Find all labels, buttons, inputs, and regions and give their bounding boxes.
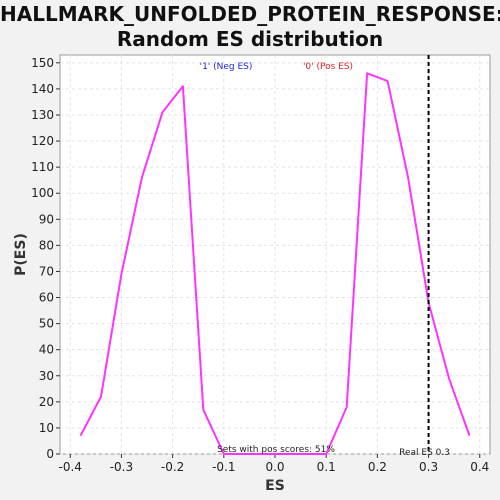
y-tick-label: 130: [31, 108, 54, 122]
x-tick-label: 0.2: [368, 460, 387, 474]
chart-title-line1: HALLMARK_UNFOLDED_PROTEIN_RESPONSE:: [0, 2, 500, 26]
real-es-label: Real ES 0.3: [399, 448, 450, 458]
y-tick-label: 150: [31, 56, 54, 70]
legend-neg-es: '1' (Neg ES): [200, 62, 253, 72]
y-tick-label: 10: [39, 421, 54, 435]
x-tick-label: -0.2: [161, 460, 184, 474]
x-tick-label: 0.1: [317, 460, 336, 474]
x-axis-label: ES: [265, 478, 285, 494]
series-layer: [79, 72, 471, 455]
x-tick-label: -0.4: [59, 460, 82, 474]
es-distribution-line: [79, 72, 471, 455]
y-tick-label: 20: [39, 395, 54, 409]
chart-title-line2: Random ES distribution: [116, 27, 384, 51]
chart-title: HALLMARK_UNFOLDED_PROTEIN_RESPONSE: Rand…: [0, 2, 500, 52]
pos-scores-annotation: Sets with pos scores: 51%: [217, 445, 335, 455]
x-tick-label: -0.3: [110, 460, 133, 474]
y-tick-label: 120: [31, 134, 54, 148]
y-tick-label: 30: [39, 369, 54, 383]
y-tick-label: 0: [46, 447, 54, 461]
x-tick-label: 0.0: [265, 460, 284, 474]
y-tick-label: 140: [31, 82, 54, 96]
y-tick-label: 70: [39, 264, 54, 278]
y-tick-label: 90: [39, 212, 54, 226]
axis-ticks: 0 10 20 30 40 50 60 70 80 90 100 110 120 130 140 150 -0.…: [31, 56, 489, 474]
y-tick-label: 80: [39, 238, 54, 252]
y-tick-label: 110: [31, 160, 54, 174]
y-tick-label: 60: [39, 291, 54, 305]
y-tick-label: 40: [39, 343, 54, 357]
y-tick-label: 100: [31, 186, 54, 200]
y-axis-label: P(ES): [13, 233, 29, 276]
legend-pos-es: '0' (Pos ES): [303, 62, 353, 72]
y-tick-label: 50: [39, 317, 54, 331]
x-tick-label: 0.4: [470, 460, 489, 474]
x-tick-label: 0.3: [419, 460, 438, 474]
x-tick-label: -0.1: [212, 460, 235, 474]
